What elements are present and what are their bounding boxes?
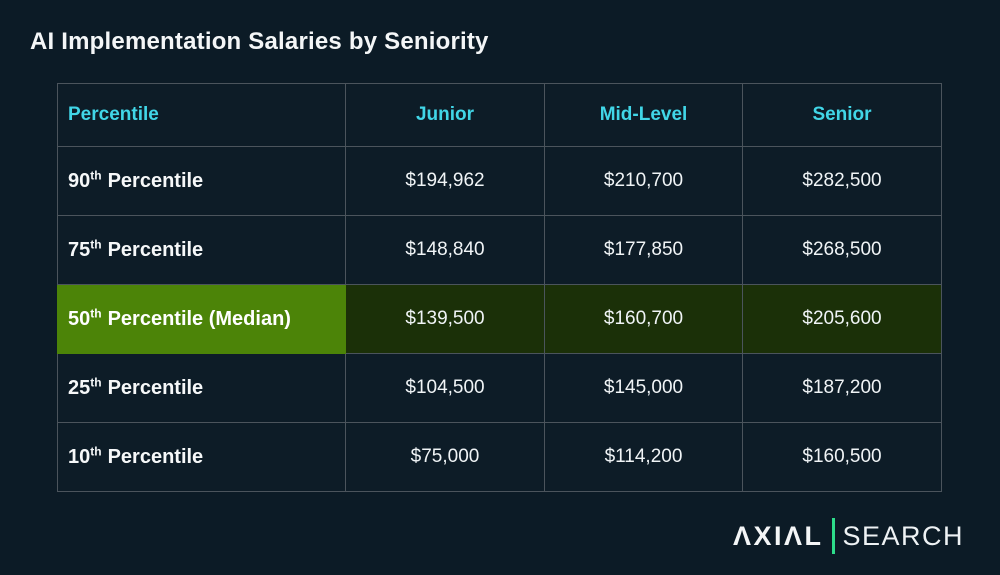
table-row: 25th Percentile $104,500 $145,000 $187,20… — [57, 353, 942, 423]
logo-wordmark: ΛXIΛL — [732, 520, 824, 551]
header-junior: Junior — [345, 83, 545, 147]
row-label: 90th Percentile — [57, 146, 346, 216]
row-label-ordinal: th — [90, 374, 102, 389]
salary-value: $114,200 — [544, 422, 743, 492]
salary-value: $104,500 — [345, 353, 545, 423]
row-label-ordinal: th — [90, 167, 102, 182]
page-title: AI Implementation Salaries by Seniority — [30, 28, 489, 55]
salary-value: $205,600 — [742, 284, 942, 354]
header-senior: Senior — [742, 83, 942, 147]
row-label-median: 50th Percentile (Median) — [57, 284, 346, 354]
row-label-base: 25 — [68, 376, 91, 399]
row-label-base: 10 — [68, 445, 91, 468]
axial-search-logo: ΛXIΛL SEARCH — [733, 518, 964, 554]
row-label: 75th Percentile — [57, 215, 346, 285]
salary-value: $75,000 — [345, 422, 545, 492]
table-row-highlighted-median: 50th Percentile (Median) $139,500 $160,70… — [57, 284, 942, 354]
table-row: 75th Percentile $148,840 $177,850 $268,50… — [57, 215, 942, 285]
row-label-rest: Percentile (Median) — [107, 307, 291, 330]
logo-suffix: SEARCH — [842, 520, 964, 551]
salary-value: $148,840 — [345, 215, 545, 285]
table-header-row: Percentile Junior Mid-Level Senior — [57, 83, 942, 147]
table-row: 90th Percentile $194,962 $210,700 $282,50… — [57, 146, 942, 216]
row-label-ordinal: th — [90, 443, 102, 458]
table-row: 10th Percentile $75,000 $114,200 $160,500 — [57, 422, 942, 492]
salary-value: $210,700 — [544, 146, 743, 216]
salary-value: $177,850 — [544, 215, 743, 285]
salary-value: $268,500 — [742, 215, 942, 285]
row-label-ordinal: th — [90, 305, 102, 320]
salary-value: $194,962 — [345, 146, 545, 216]
row-label-rest: Percentile — [107, 169, 204, 192]
salary-value: $145,000 — [544, 353, 743, 423]
header-percentile: Percentile — [57, 83, 346, 147]
row-label-rest: Percentile — [107, 376, 204, 399]
salary-value: $160,500 — [742, 422, 942, 492]
row-label: 25th Percentile — [57, 353, 346, 423]
header-mid-level: Mid-Level — [544, 83, 743, 147]
salary-value: $282,500 — [742, 146, 942, 216]
salary-value: $139,500 — [345, 284, 545, 354]
row-label-base: 90 — [68, 169, 91, 192]
row-label-ordinal: th — [90, 236, 102, 251]
row-label: 10th Percentile — [57, 422, 346, 492]
salary-value: $160,700 — [544, 284, 743, 354]
row-label-rest: Percentile — [107, 238, 204, 261]
logo-divider-bar — [832, 518, 836, 554]
salary-table: Percentile Junior Mid-Level Senior 90th P… — [57, 83, 942, 492]
row-label-base: 50 — [68, 307, 91, 330]
row-label-rest: Percentile — [107, 445, 204, 468]
row-label-base: 75 — [68, 238, 91, 261]
salary-value: $187,200 — [742, 353, 942, 423]
